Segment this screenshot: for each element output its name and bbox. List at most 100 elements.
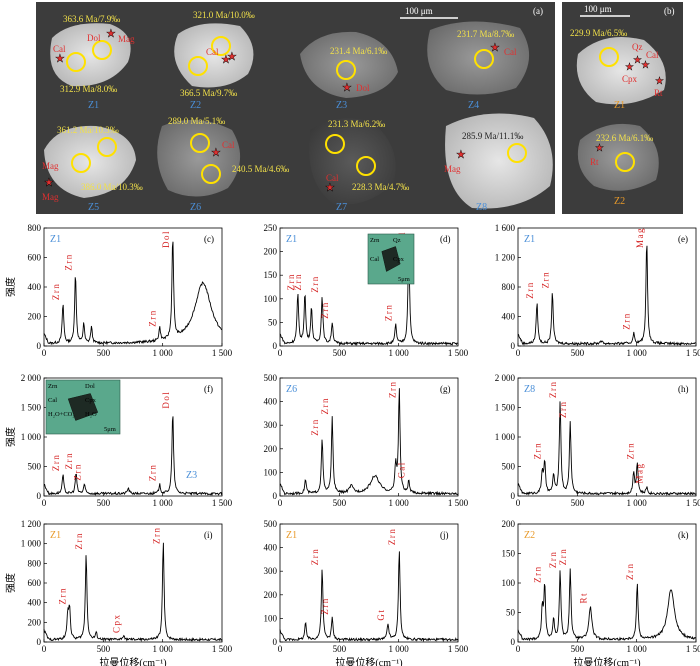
- y-tick-label: 0: [37, 341, 42, 351]
- grain-tag: Z6: [286, 384, 297, 395]
- age-z5-2: 386.0 Ma/10.3‰: [81, 182, 143, 192]
- y-tick-label: 100: [502, 578, 516, 588]
- y-tick-label: 1 000: [21, 539, 42, 549]
- zircon-grain-z6: [157, 119, 241, 197]
- peak-label: Zrn: [74, 532, 84, 550]
- x-tick-label: 500: [571, 644, 585, 654]
- zircon-grain-z1: [50, 23, 131, 87]
- y-tick-label: 100: [264, 613, 278, 623]
- zircon-grain-z8: [445, 113, 553, 209]
- inset-label: Cpx: [85, 397, 97, 404]
- panel-b-label: (b): [664, 6, 675, 16]
- age-z1-2: 312.9 Ma/8.0‰: [60, 84, 117, 94]
- panel-label: (j): [440, 530, 449, 540]
- peak-label: Zrn: [63, 253, 73, 271]
- plot-frame: [279, 377, 459, 497]
- inset-micrograph: Zrn Dol Cal Cpx H₂O+CO₂ H₂O 5μm: [45, 379, 121, 435]
- spectrum-line: [517, 568, 696, 642]
- svg-text:★: ★: [633, 55, 642, 66]
- peak-label: Zrn: [310, 548, 320, 566]
- y-tick-label: 200: [264, 247, 278, 257]
- panel-a-label: (a): [533, 6, 543, 16]
- y-axis-label: 强度: [4, 573, 17, 593]
- y-tick-label: 400: [28, 282, 42, 292]
- x-tick-label: 1 500: [448, 348, 469, 358]
- grain-tag: Z1: [50, 530, 61, 541]
- x-tick-label: 0: [516, 348, 521, 358]
- spectrum-line: [44, 416, 223, 496]
- grain-label-z4: Z4: [468, 100, 479, 111]
- y-tick-label: 500: [28, 462, 42, 472]
- x-tick-label: 1 000: [389, 498, 410, 508]
- peak-label: Zrn: [525, 281, 535, 299]
- x-tick-label: 0: [278, 498, 283, 508]
- inset-label: Cpx: [393, 256, 405, 263]
- inset-label: Cal: [48, 397, 57, 404]
- x-tick-label: 1 000: [627, 348, 648, 358]
- inset-label: H₂O: [85, 411, 97, 418]
- svg-text:★: ★: [655, 76, 664, 87]
- y-tick-label: 0: [511, 637, 516, 647]
- x-tick-label: 0: [516, 498, 521, 508]
- peak-label: Zrn: [151, 527, 161, 545]
- x-tick-label: 0: [516, 644, 521, 654]
- x-tick-label: 0: [42, 498, 47, 508]
- plot-frame: [517, 523, 697, 643]
- age-b-z1: 229.9 Ma/6.5‰: [570, 28, 627, 38]
- peak-label: Zrn: [58, 587, 68, 605]
- x-tick-label: 500: [333, 498, 347, 508]
- x-tick-label: 1 500: [686, 498, 700, 508]
- y-tick-label: 0: [37, 637, 42, 647]
- zircon-grain-z3: [300, 31, 398, 98]
- y-tick-label: 1 200: [495, 253, 516, 263]
- spectrum-line: [517, 401, 696, 496]
- inset-label: Zrn: [370, 237, 380, 244]
- x-axis-label: 拉曼位移(cm⁻¹): [573, 656, 640, 666]
- spectrum-panel-e: 0 500 1 000 1 500 0 400 800 1 200 1 600 Zrn Zrn Zrn…: [495, 223, 700, 358]
- y-tick-label: 150: [264, 270, 278, 280]
- grain-tag: Z8: [524, 384, 535, 395]
- inset-label: Qz: [393, 237, 401, 244]
- grain-label-b-z2: Z2: [614, 196, 625, 207]
- y-tick-label: 200: [264, 444, 278, 454]
- y-tick-label: 500: [502, 462, 516, 472]
- plot-frame: [43, 227, 223, 347]
- peak-label: Zrn: [540, 271, 550, 289]
- age-z2-2: 366.5 Ma/9.7‰: [180, 88, 237, 98]
- mineral-b-rt-2: Rt: [590, 157, 599, 167]
- peak-label: Dol: [161, 230, 171, 248]
- y-tick-label: 400: [264, 397, 278, 407]
- y-tick-label: 150: [502, 549, 516, 559]
- mineral-b-cpx: Cpx: [622, 74, 638, 84]
- x-tick-label: 500: [97, 498, 111, 508]
- micrograph-panel-a: 100 μm (a) ★★ ★★ ★ ★ ★ ★ ★ ★ 363.6 Ma/7.…: [36, 2, 555, 214]
- mineral-z1-dol: Dol: [87, 33, 101, 43]
- x-tick-label: 1 500: [686, 348, 700, 358]
- x-tick-label: 1 500: [212, 348, 233, 358]
- svg-text:★: ★: [44, 177, 54, 189]
- inset-label: Dol: [85, 383, 95, 390]
- y-tick-label: 0: [511, 491, 516, 501]
- y-tick-label: 800: [28, 223, 42, 233]
- spectrum-panel-c: 0 500 1 000 1 500 0 200 400 600 800 Zrn Zrn Zrn Dol (…: [4, 223, 233, 358]
- panel-label: (g): [440, 384, 451, 394]
- mineral-z5-mag-2: Mag: [42, 192, 59, 202]
- peak-label: Cal: [397, 461, 407, 478]
- x-tick-label: 0: [42, 348, 47, 358]
- inset-micrograph: Zrn Qz Cal Cpx 5μm: [367, 233, 415, 285]
- peak-label: Gt: [376, 609, 386, 621]
- raman-spectra-grid: 0 500 1 000 1 5000200400600800ZrnZrnZrnDol(…: [4, 223, 700, 666]
- peak-label: Zrn: [622, 312, 632, 330]
- svg-text:★: ★: [456, 149, 466, 161]
- grain-label-z5: Z5: [88, 202, 99, 213]
- spectrum-panel-i: 0 500 1 000 1 500 0 200 400 600 800 1 000 1 200 Zrn…: [4, 519, 233, 666]
- x-axis-label: 拉曼位移(cm⁻¹): [335, 656, 402, 666]
- zircon-grain-z2: [174, 23, 254, 88]
- y-tick-label: 2 000: [495, 373, 516, 383]
- age-z6-1: 289.0 Ma/5.1‰: [168, 116, 225, 126]
- inset-label: H₂O+CO₂: [48, 411, 75, 418]
- plot-frame: [279, 227, 459, 347]
- age-z7-1: 231.3 Ma/6.2‰: [328, 119, 385, 129]
- y-tick-label: 100: [264, 467, 278, 477]
